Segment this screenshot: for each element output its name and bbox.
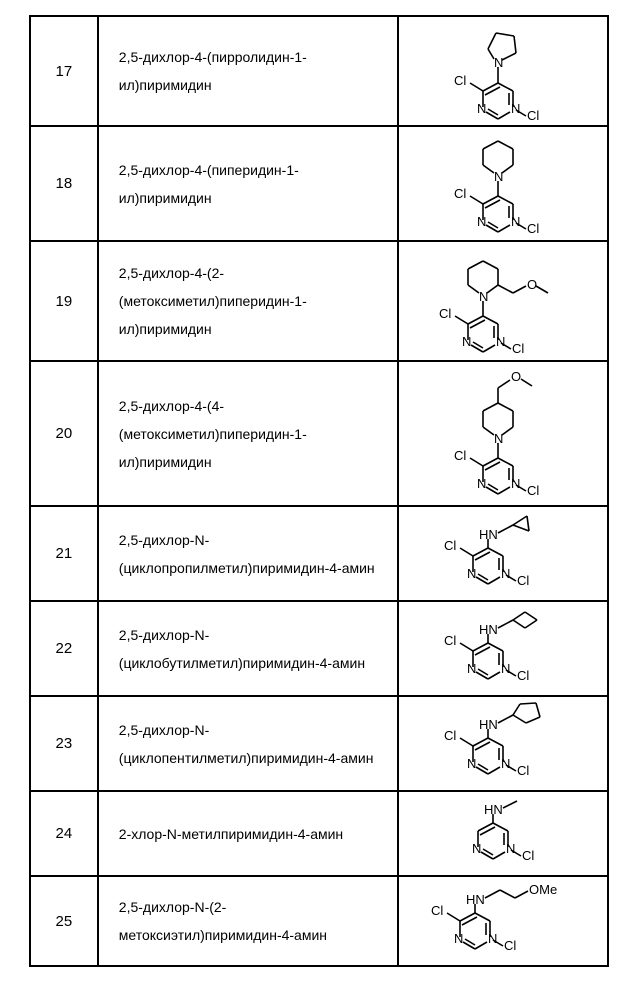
svg-text:N: N <box>494 431 503 446</box>
svg-text:N: N <box>472 841 481 856</box>
svg-text:N: N <box>501 566 510 581</box>
svg-text:N: N <box>496 334 505 349</box>
svg-text:O: O <box>527 277 537 292</box>
svg-text:Cl: Cl <box>517 763 529 778</box>
table-row: 19 2,5-дихлор-4-(2-(метоксиметил)пиперид… <box>30 241 608 361</box>
svg-text:N: N <box>454 931 463 946</box>
compound-number: 18 <box>30 126 98 241</box>
compound-structure: N N Cl Cl HN <box>398 506 608 601</box>
svg-text:N: N <box>462 334 471 349</box>
svg-text:Cl: Cl <box>444 538 456 553</box>
compound-structure: N N Cl Cl HN <box>398 601 608 696</box>
svg-text:Cl: Cl <box>527 483 539 498</box>
svg-text:N: N <box>467 566 476 581</box>
compound-name: 2,5-дихлор-4-(пирролидин-1-ил)пиримидин <box>98 16 398 126</box>
compound-structure: N N Cl Cl N <box>398 16 608 126</box>
table-row: 18 2,5-дихлор-4-(пиперидин-1-ил)пиримиди… <box>30 126 608 241</box>
svg-text:Cl: Cl <box>439 306 451 321</box>
compound-name: 2,5-дихлор-4-(2-(метоксиметил)пиперидин-… <box>98 241 398 361</box>
table-row: 24 2-хлор-N-метилпиримидин-4-амин N N Cl… <box>30 791 608 876</box>
compound-number: 17 <box>30 16 98 126</box>
compound-number: 25 <box>30 876 98 966</box>
compound-number: 24 <box>30 791 98 876</box>
svg-text:Cl: Cl <box>527 221 539 236</box>
svg-text:Cl: Cl <box>444 633 456 648</box>
compound-structure: N N Cl Cl HN OMe <box>398 876 608 966</box>
table-row: 17 2,5-дихлор-4-(пирролидин-1-ил)пиримид… <box>30 16 608 126</box>
compound-number: 20 <box>30 361 98 506</box>
compound-table: 17 2,5-дихлор-4-(пирролидин-1-ил)пиримид… <box>29 15 609 967</box>
svg-text:N: N <box>477 476 486 491</box>
svg-text:N: N <box>511 101 520 116</box>
svg-text:N: N <box>501 756 510 771</box>
compound-structure: N N Cl Cl N <box>398 126 608 241</box>
svg-text:Cl: Cl <box>517 573 529 588</box>
compound-name: 2,5-дихлор-N-(циклобутилметил)пиримидин-… <box>98 601 398 696</box>
compound-number: 23 <box>30 696 98 791</box>
svg-text:N: N <box>506 841 515 856</box>
compound-name: 2,5-дихлор-4-(пиперидин-1-ил)пиримидин <box>98 126 398 241</box>
svg-text:Cl: Cl <box>431 903 443 918</box>
compound-structure: N N Cl Cl N O <box>398 241 608 361</box>
compound-structure: N N Cl HN <box>398 791 608 876</box>
svg-text:Cl: Cl <box>522 848 534 863</box>
compound-name: 2,5-дихлор-N-(циклопропилметил)пиримидин… <box>98 506 398 601</box>
svg-text:OMe: OMe <box>529 882 557 897</box>
svg-text:Cl: Cl <box>454 186 466 201</box>
table-row: 21 2,5-дихлор-N-(циклопропилметил)пирими… <box>30 506 608 601</box>
table-row: 23 2,5-дихлор-N-(циклопентилметил)пирими… <box>30 696 608 791</box>
svg-text:N: N <box>479 289 488 304</box>
svg-text:N: N <box>488 931 497 946</box>
svg-text:Cl: Cl <box>527 108 539 121</box>
svg-text:Cl: Cl <box>504 938 516 953</box>
svg-text:O: O <box>511 369 521 384</box>
svg-text:N: N <box>511 476 520 491</box>
svg-text:N: N <box>477 101 486 116</box>
svg-text:N: N <box>494 169 503 184</box>
svg-text:Cl: Cl <box>454 73 466 88</box>
compound-number: 19 <box>30 241 98 361</box>
svg-text:Cl: Cl <box>454 448 466 463</box>
compound-structure: N N Cl Cl HN <box>398 696 608 791</box>
compound-number: 21 <box>30 506 98 601</box>
compound-structure: N N Cl Cl N O <box>398 361 608 506</box>
svg-text:Cl: Cl <box>517 668 529 683</box>
compound-name: 2,5-дихлор-4-(4-(метоксиметил)пиперидин-… <box>98 361 398 506</box>
table-row: 20 2,5-дихлор-4-(4-(метоксиметил)пиперид… <box>30 361 608 506</box>
table-row: 25 2,5-дихлор-N-(2-метоксиэтил)пиримидин… <box>30 876 608 966</box>
svg-text:N: N <box>511 214 520 229</box>
svg-text:Cl: Cl <box>512 341 524 356</box>
table-row: 22 2,5-дихлор-N-(циклобутилметил)пиримид… <box>30 601 608 696</box>
compound-name: 2,5-дихлор-N-(2-метоксиэтил)пиримидин-4-… <box>98 876 398 966</box>
svg-text:Cl: Cl <box>444 728 456 743</box>
compound-name: 2,5-дихлор-N-(циклопентилметил)пиримидин… <box>98 696 398 791</box>
svg-text:N: N <box>467 661 476 676</box>
compound-number: 22 <box>30 601 98 696</box>
svg-text:N: N <box>477 214 486 229</box>
svg-text:N: N <box>501 661 510 676</box>
svg-text:N: N <box>494 55 503 70</box>
compound-name: 2-хлор-N-метилпиримидин-4-амин <box>98 791 398 876</box>
svg-text:N: N <box>467 756 476 771</box>
